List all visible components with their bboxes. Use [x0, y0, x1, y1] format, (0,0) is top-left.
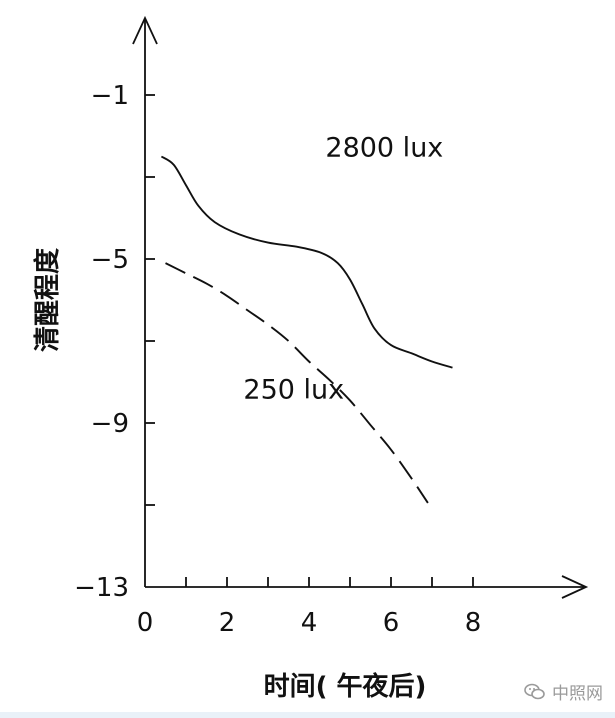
series-line-1: [160, 155, 453, 369]
y-tick-label: −5: [91, 245, 129, 275]
y-tick-label: −1: [91, 81, 129, 111]
bottom-strip: [0, 712, 615, 718]
series-labels: 2800 lux 250 lux: [243, 133, 443, 406]
y-axis-label: 清醒程度: [32, 248, 63, 352]
series-label-2: 250 lux: [243, 374, 344, 405]
tick-labels: 0 2 4 6 8 −1 −5 −9 −13: [74, 81, 481, 638]
series-lines: [160, 155, 453, 504]
x-tick-label: 4: [301, 608, 318, 638]
series-line-2: [165, 262, 429, 504]
wechat-icon: [524, 683, 545, 699]
ticks: [145, 94, 474, 587]
watermark-text: 中照网: [552, 684, 603, 704]
y-axis-arrow: [132, 15, 158, 45]
y-tick-label: −13: [74, 573, 129, 603]
x-tick-label: 2: [219, 608, 236, 638]
y-tick-label: −9: [91, 409, 129, 439]
x-axis-label: 时间( 午夜后): [264, 671, 427, 702]
x-tick-label: 8: [465, 608, 482, 638]
axes: [132, 15, 589, 599]
x-axis-arrow: [561, 575, 589, 599]
x-tick-label: 6: [383, 608, 400, 638]
series-label-1: 2800 lux: [325, 133, 443, 164]
watermark: 中照网: [524, 679, 603, 704]
x-tick-label: 0: [137, 608, 154, 638]
